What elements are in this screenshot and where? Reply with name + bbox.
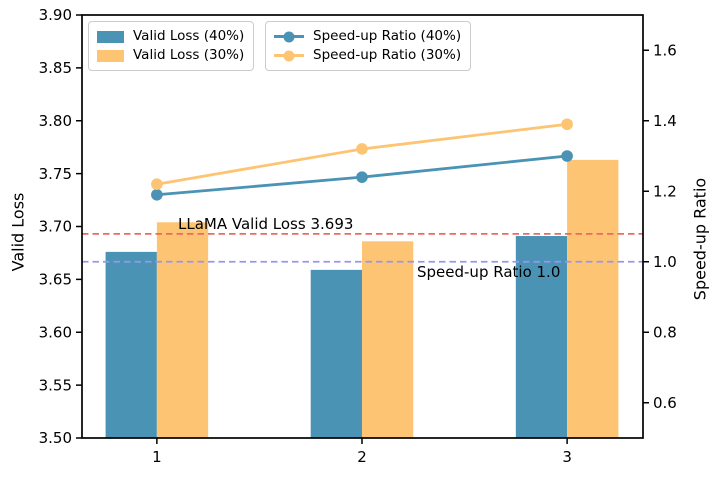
x-tick-label: 3 (562, 448, 572, 466)
circle-marker-icon (283, 50, 295, 61)
legend-item-speedup-30: Speed-up Ratio (30%) (274, 46, 461, 65)
left-axis-label: Valid Loss (8, 192, 28, 272)
marker-speedup-30pct-group1 (151, 178, 163, 190)
marker-speedup-30pct-group3 (561, 118, 573, 131)
x-tick-label: 1 (152, 448, 162, 466)
right-tick-label: 1.4 (653, 112, 677, 130)
left-tick-label: 3.75 (39, 165, 72, 183)
circle-marker-icon (283, 31, 295, 42)
annotation-llama-valid-loss: LLaMA Valid Loss 3.693 (178, 215, 354, 233)
marker-speedup-40pct-group1 (151, 188, 163, 201)
legend-label: Valid Loss (40%) (133, 28, 245, 44)
x-tick-label: 2 (357, 448, 367, 466)
bar-40pct-group1 (105, 251, 157, 438)
annotation-speedup-ratio-1: Speed-up Ratio 1.0 (417, 263, 561, 281)
legend-label: Speed-up Ratio (30%) (313, 47, 462, 63)
legend-label: Valid Loss (30%) (133, 47, 245, 63)
right-axis-label: Speed-up Ratio (690, 177, 710, 301)
left-tick-label: 3.55 (39, 376, 72, 394)
left-tick-label: 3.60 (39, 323, 72, 341)
marker-speedup-40pct-group3 (561, 150, 573, 162)
bar-40pct-group2 (310, 269, 362, 438)
legend-speedup-ratio: Speed-up Ratio (40%) Speed-up Ratio (30%… (265, 21, 472, 71)
bar-30pct-group3 (567, 159, 619, 438)
bar-40pct-group3 (515, 236, 568, 438)
right-tick-label: 0.6 (653, 394, 677, 412)
legend-swatch-teal (97, 30, 124, 43)
left-tick-label: 3.70 (39, 218, 72, 236)
right-tick-label: 0.8 (653, 323, 677, 341)
marker-speedup-30pct-group2 (356, 143, 368, 155)
legend-line-marker-orange (274, 50, 304, 61)
legend-item-valid-loss-40: Valid Loss (40%) (97, 27, 244, 46)
legend-swatch-orange (97, 49, 124, 62)
legend-label: Speed-up Ratio (40%) (313, 28, 462, 44)
bar-30pct-group2 (361, 241, 414, 438)
right-tick-label: 1.0 (653, 253, 677, 271)
legend-line-marker-teal (274, 31, 304, 42)
left-tick-label: 3.90 (39, 6, 72, 24)
legend-valid-loss: Valid Loss (40%) Valid Loss (30%) (88, 21, 255, 71)
legend-item-speedup-40: Speed-up Ratio (40%) (274, 27, 461, 46)
legend-item-valid-loss-30: Valid Loss (30%) (97, 46, 244, 65)
left-tick-label: 3.85 (39, 59, 72, 77)
bar-30pct-group1 (156, 222, 209, 438)
left-tick-label: 3.80 (39, 112, 72, 130)
left-tick-label: 3.65 (39, 271, 72, 289)
left-tick-label: 3.50 (39, 429, 72, 447)
marker-speedup-40pct-group2 (356, 171, 368, 183)
right-tick-label: 1.6 (653, 41, 677, 59)
right-tick-label: 1.2 (653, 182, 677, 200)
